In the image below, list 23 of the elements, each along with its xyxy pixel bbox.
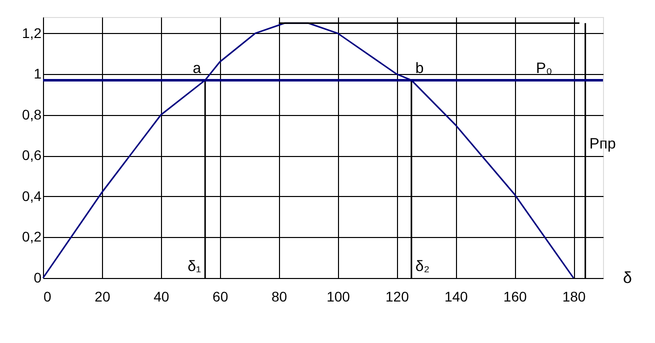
y-tick-label: 1,2 bbox=[22, 24, 42, 41]
x-tick-label: 160 bbox=[503, 288, 527, 304]
x-tick-label: 140 bbox=[444, 288, 468, 304]
y-tick-label: 0,6 bbox=[22, 147, 42, 164]
y-tick-label: 1 bbox=[34, 66, 42, 82]
annotation: a bbox=[192, 60, 202, 78]
annotation: Pпр bbox=[589, 136, 616, 153]
x-tick-label: 180 bbox=[562, 288, 586, 304]
annotation: b bbox=[415, 60, 424, 78]
y-tick-label: 0,8 bbox=[22, 106, 42, 122]
x-tick-label: 40 bbox=[154, 288, 170, 304]
ref-line-label: P₀ bbox=[536, 60, 552, 78]
x-axis-title: δ bbox=[623, 270, 632, 287]
y-tick-label: 0,4 bbox=[22, 188, 42, 204]
x-tick-label: 120 bbox=[386, 288, 410, 304]
annotation: δ₁ bbox=[188, 258, 202, 275]
x-tick-label: 60 bbox=[212, 288, 228, 304]
x-tick-label: 80 bbox=[272, 288, 288, 304]
y-tick-label: 0 bbox=[34, 270, 42, 286]
annotation: δ₂ bbox=[415, 258, 430, 275]
x-tick-label: 20 bbox=[94, 288, 110, 304]
x-tick-label: 100 bbox=[326, 288, 350, 304]
y-tick-label: 0,2 bbox=[22, 228, 42, 245]
